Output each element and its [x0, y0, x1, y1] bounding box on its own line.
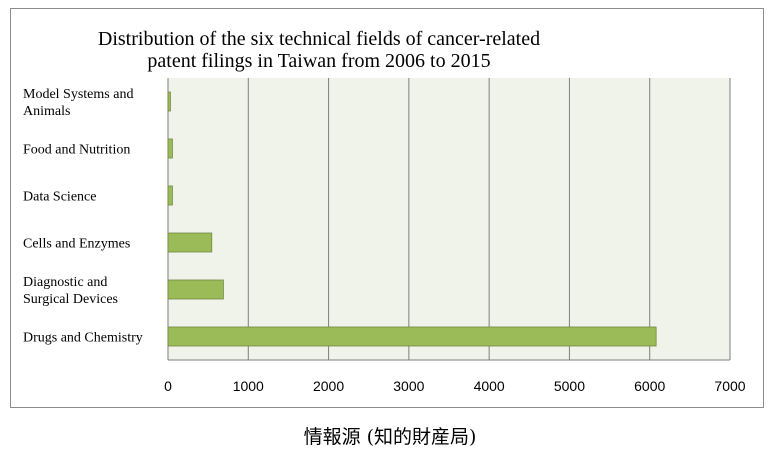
bar-4	[168, 233, 212, 252]
chart-title: Distribution of the six technical fields…	[98, 28, 540, 72]
source-caption: 情報源 (知的財産局)	[0, 422, 780, 449]
plot-area	[168, 78, 730, 360]
bar-6	[168, 327, 656, 346]
category-label-2: Food and Nutrition	[23, 143, 130, 158]
chart-title-line-1: Distribution of the six technical fields…	[98, 28, 540, 50]
category-label-6: Drugs and Chemistry	[23, 331, 143, 346]
category-label-5: Diagnostic andSurgical Devices	[23, 275, 118, 307]
x-tick-labels: 0 1000 2000 3000 4000 5000 6000 7000	[164, 378, 746, 394]
category-label-4: Cells and Enzymes	[23, 237, 130, 252]
category-label-1: Model Systems andAnimals	[23, 87, 133, 119]
category-label-3: Data Science	[23, 190, 96, 205]
x-tick-6000: 6000	[634, 378, 665, 394]
x-tick-2000: 2000	[313, 378, 344, 394]
bar-3	[168, 186, 172, 205]
x-tick-4000: 4000	[474, 378, 505, 394]
x-tick-7000: 7000	[714, 378, 745, 394]
chart-title-line-2: patent filings in Taiwan from 2006 to 20…	[147, 50, 490, 72]
x-tick-0: 0	[164, 378, 172, 394]
x-tick-3000: 3000	[393, 378, 424, 394]
category-labels: Model Systems andAnimals Food and Nutriti…	[23, 87, 143, 346]
bar-5	[168, 280, 223, 299]
x-tick-1000: 1000	[233, 378, 264, 394]
bar-2	[168, 139, 172, 158]
chart-frame: Distribution of the six technical fields…	[10, 8, 764, 408]
bar-chart: Distribution of the six technical fields…	[11, 9, 763, 407]
bar-1	[168, 92, 170, 111]
x-tick-5000: 5000	[554, 378, 585, 394]
